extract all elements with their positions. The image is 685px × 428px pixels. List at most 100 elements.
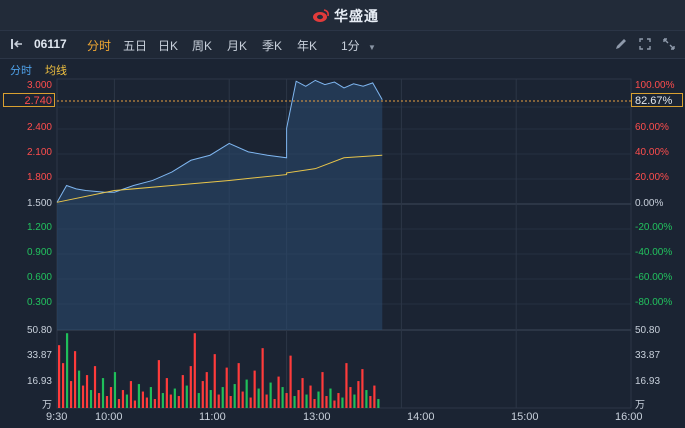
volume-bar — [157, 360, 160, 408]
avg-line — [56, 154, 383, 203]
volume-bar — [121, 390, 125, 408]
tab-five-day[interactable]: 五日 — [123, 39, 148, 53]
volume-bar — [289, 355, 292, 408]
volume-bar — [249, 397, 252, 408]
volume-bar — [145, 397, 148, 408]
volume-bar — [117, 399, 121, 408]
volume-bar — [181, 375, 184, 408]
volume-bar — [269, 382, 272, 408]
volume-bar — [97, 393, 101, 408]
volume-bar — [141, 391, 145, 408]
time-tick-0930: 9:30 — [46, 411, 68, 423]
volume-bar — [369, 396, 372, 408]
price-tick-1800: 1.800 — [26, 172, 52, 183]
volume-unit-right: 万 — [635, 400, 645, 411]
time-tick-1300: 13:00 — [303, 411, 331, 423]
volume-bar — [305, 394, 308, 408]
volume-bar — [221, 387, 224, 408]
fullscreen-icon[interactable] — [662, 37, 676, 51]
volume-bar — [345, 363, 348, 408]
volume-bar — [69, 381, 73, 408]
volume-bar — [125, 394, 129, 408]
pct-tick-100: 100.00% — [635, 80, 675, 91]
current-price-badge: 2.740 — [3, 93, 55, 107]
volume-bar — [225, 367, 228, 408]
volume-bar — [237, 363, 240, 408]
pct-tick-m20: -20.00% — [635, 222, 673, 233]
volume-tick-mid: 33.87 — [26, 350, 52, 361]
expand-icon[interactable] — [638, 37, 652, 51]
price-tick-0300: 0.300 — [26, 297, 52, 308]
volume-bar — [205, 372, 208, 408]
volume-bar — [309, 385, 312, 408]
volume-unit: 万 — [42, 400, 52, 411]
volume-bar — [61, 363, 65, 408]
price-line — [56, 79, 383, 203]
volume-bar — [245, 379, 248, 408]
tab-week-k[interactable]: 周K — [192, 39, 213, 53]
volume-bar — [297, 390, 300, 408]
volume-bar — [101, 378, 105, 408]
volume-bar — [253, 370, 256, 408]
volume-bar — [153, 399, 156, 408]
volume-bar — [77, 370, 81, 408]
volume-bar — [257, 388, 260, 408]
volume-bar — [137, 384, 141, 408]
volume-bar — [58, 345, 61, 408]
pct-tick-m60: -60.00% — [635, 272, 673, 283]
pencil-icon[interactable] — [614, 37, 628, 51]
volume-bar — [293, 396, 296, 408]
volume-tick-low: 16.93 — [26, 376, 52, 387]
price-tick-1200: 1.200 — [26, 222, 52, 233]
volume-bar — [325, 396, 328, 408]
volume-bar — [377, 399, 380, 408]
interval-select[interactable]: 1分 ▼ — [341, 37, 376, 54]
volume-bar — [241, 391, 244, 408]
volume-tick-max: 50.80 — [26, 325, 52, 336]
volume-bar — [105, 396, 109, 408]
time-tick-1600: 16:00 — [615, 411, 643, 423]
volume-bar — [333, 400, 336, 408]
volume-bar — [201, 381, 204, 408]
price-tick-2400: 2.400 — [26, 122, 52, 133]
volume-bar — [285, 393, 288, 408]
volume-bar — [73, 351, 77, 408]
volume-bar — [229, 396, 232, 408]
pct-tick-0: 0.00% — [635, 198, 664, 209]
volume-bar — [341, 397, 344, 408]
tab-intraday[interactable]: 分时 — [87, 39, 112, 53]
brand: 华盛通 — [312, 6, 379, 26]
subtab-intraday[interactable]: 分时 — [10, 65, 32, 77]
brand-logo-icon — [313, 9, 329, 22]
time-tick-1400: 14:00 — [407, 411, 435, 423]
volume-tick-mid-right: 33.87 — [635, 350, 661, 361]
subtab-average[interactable]: 均线 — [45, 65, 67, 77]
volume-bar — [177, 396, 180, 408]
volume-bar — [65, 333, 69, 408]
volume-bar — [265, 394, 268, 408]
volume-bar — [349, 387, 352, 408]
volume-bar — [149, 387, 152, 408]
volume-bar — [193, 333, 196, 408]
volume-bar — [277, 376, 280, 408]
price-tick-3000: 3.000 — [26, 80, 52, 91]
volume-bar — [213, 354, 216, 408]
volume-bar — [273, 399, 276, 408]
current-change-badge: 82.67% — [631, 93, 683, 107]
sub-bar: 分时 均线 — [0, 59, 685, 79]
volume-bar — [313, 399, 316, 408]
volume-bar — [133, 400, 137, 408]
tab-month-k[interactable]: 月K — [227, 39, 248, 53]
time-tick-1500: 15:00 — [511, 411, 539, 423]
volume-bar — [357, 381, 360, 408]
volume-bar — [317, 391, 320, 408]
brand-name: 华盛通 — [334, 8, 379, 24]
tab-year-k[interactable]: 年K — [297, 39, 318, 53]
price-tick-0600: 0.600 — [26, 272, 52, 283]
pct-tick-20: 20.00% — [635, 172, 669, 183]
tab-quarter-k[interactable]: 季K — [262, 39, 283, 53]
volume-bar — [329, 388, 332, 408]
exit-fullscreen-icon[interactable] — [10, 37, 24, 51]
tab-day-k[interactable]: 日K — [158, 39, 179, 53]
pct-tick-40: 40.00% — [635, 147, 669, 158]
